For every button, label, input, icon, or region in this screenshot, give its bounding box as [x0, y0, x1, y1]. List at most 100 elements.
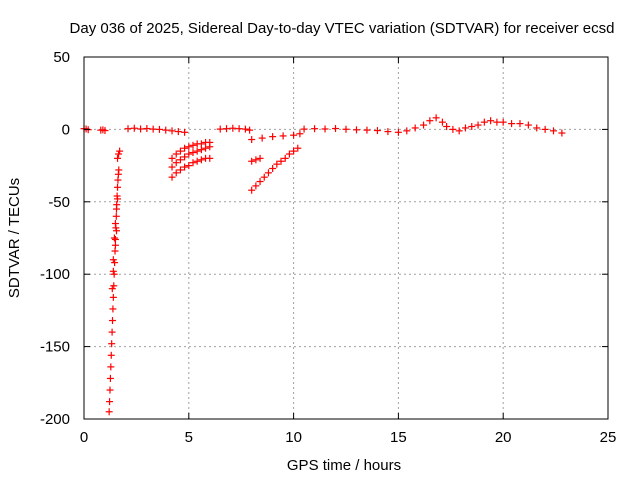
y-tick-label: -50: [48, 194, 70, 211]
data-point: [189, 159, 197, 167]
data-point: [241, 125, 249, 133]
data-point: [394, 128, 402, 136]
y-tick-label: 0: [62, 121, 70, 138]
data-point: [277, 157, 285, 165]
data-point: [252, 156, 260, 164]
data-point: [248, 186, 256, 194]
data-point: [111, 241, 119, 249]
data-point: [260, 173, 268, 181]
data-point: [162, 126, 170, 134]
data-point: [101, 127, 109, 135]
data-point: [294, 144, 302, 152]
data-point: [487, 117, 495, 125]
data-point: [461, 124, 469, 132]
data-point: [109, 293, 117, 301]
data-point: [426, 117, 434, 125]
data-point: [269, 133, 277, 141]
data-point: [455, 127, 463, 135]
data-point: [296, 130, 304, 138]
data-point: [107, 351, 115, 359]
data-point: [558, 129, 566, 137]
data-point: [508, 120, 516, 128]
chart-title: Day 036 of 2025, Sidereal Day-to-day VTE…: [70, 20, 615, 37]
data-point: [352, 126, 360, 134]
data-point: [332, 125, 340, 133]
data-point: [114, 183, 122, 191]
data-point: [108, 328, 116, 336]
data-point: [181, 153, 189, 161]
data-point: [181, 128, 189, 136]
x-tick-label: 5: [185, 429, 193, 446]
data-point: [189, 149, 197, 157]
x-tick-label: 10: [285, 429, 302, 446]
data-point: [155, 125, 163, 133]
data-point: [109, 305, 117, 313]
data-point: [114, 154, 122, 162]
data-point: [269, 164, 277, 172]
data-point: [363, 126, 371, 134]
data-point: [281, 154, 289, 162]
data-point: [285, 150, 293, 158]
data-point: [110, 234, 118, 242]
data-point: [480, 118, 488, 126]
data-point: [137, 125, 145, 133]
data-point: [438, 118, 446, 126]
plot-frame: [83, 56, 609, 420]
data-point: [216, 125, 224, 133]
data-point: [193, 157, 201, 165]
x-axis-label: GPS time / hours: [287, 457, 401, 474]
data-point: [143, 125, 151, 133]
data-point: [493, 118, 501, 126]
data-point: [342, 125, 350, 133]
data-point: [321, 125, 329, 133]
data-point: [108, 340, 116, 348]
data-point: [223, 125, 231, 133]
data-point: [181, 144, 189, 152]
data-point: [185, 143, 193, 151]
y-tick-label: -100: [40, 266, 70, 283]
data-point: [193, 147, 201, 155]
x-tick-label: 15: [390, 429, 407, 446]
data-point: [311, 125, 319, 133]
data-point: [516, 120, 524, 128]
data-point: [206, 138, 214, 146]
data-point: [185, 150, 193, 158]
data-point: [197, 140, 205, 148]
data-point: [197, 156, 205, 164]
data-point: [290, 147, 298, 155]
data-point: [176, 166, 184, 174]
data-point: [373, 127, 381, 135]
data-point: [206, 154, 214, 162]
data-point: [115, 166, 123, 174]
data-point: [235, 125, 243, 133]
data-point: [246, 126, 254, 134]
data-point: [172, 150, 180, 158]
data-point: [176, 156, 184, 164]
data-point: [168, 163, 176, 171]
x-tick-label: 25: [600, 429, 617, 446]
data-point: [109, 256, 117, 264]
data-point: [111, 220, 119, 228]
grid-lines: [84, 57, 608, 419]
data-point: [533, 124, 541, 132]
axis-ticks: 0 5 10 15 20 25 -200 -150 -100 -50 0 50: [40, 49, 616, 446]
data-point: [168, 173, 176, 181]
data-point: [248, 157, 256, 165]
data-point: [256, 178, 264, 186]
data-point: [474, 121, 482, 129]
data-point: [449, 125, 457, 133]
data-point: [168, 154, 176, 162]
y-tick-label: 50: [53, 49, 70, 66]
data-point: [181, 163, 189, 171]
data-point: [290, 131, 298, 139]
data-point: [189, 141, 197, 149]
data-point: [116, 147, 124, 155]
data-point: [279, 132, 287, 140]
data-marks: [80, 114, 566, 416]
data-point: [403, 127, 411, 135]
data-point: [443, 123, 451, 131]
data-point: [168, 127, 176, 135]
data-point: [524, 121, 532, 129]
data-point: [264, 169, 272, 177]
x-tick-label: 0: [80, 429, 88, 446]
